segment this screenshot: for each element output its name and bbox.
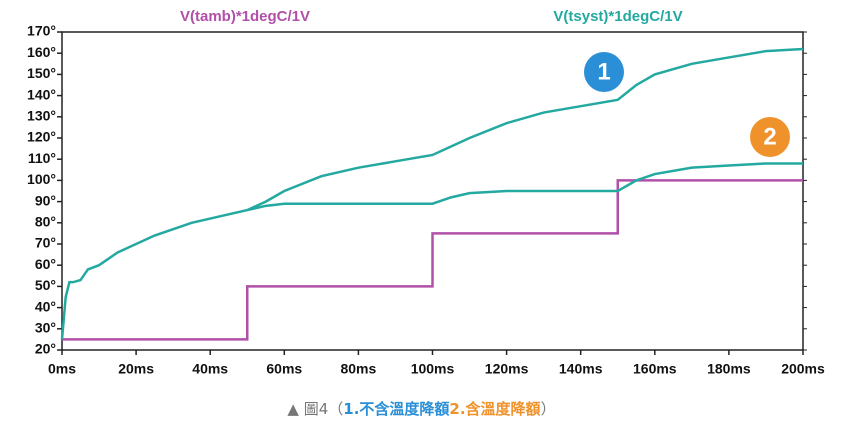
caption-item: 1.不含溫度降額: [343, 400, 450, 418]
y-tick-label: 30°: [35, 320, 56, 336]
y-tick-label: 130°: [27, 108, 56, 124]
badge-label: 1: [597, 58, 610, 85]
caption-item: 2.含溫度降額: [449, 400, 541, 418]
x-tick-label: 100ms: [411, 361, 455, 377]
x-tick-label: 200ms: [781, 361, 825, 377]
y-tick-label: 120°: [27, 129, 56, 145]
y-tick-label: 170°: [27, 23, 56, 39]
x-tick-label: 40ms: [192, 361, 228, 377]
y-tick-label: 140°: [27, 86, 56, 102]
y-tick-label: 20°: [35, 341, 56, 357]
series-line: [62, 179, 803, 341]
badge: [584, 52, 624, 92]
chart: 20° 30° 40° 50° 60° 70° 80° 90° 100° 110° 120° 130°…: [27, 8, 825, 377]
caption-prefix: ▲ 圖4（: [287, 400, 344, 418]
series-line: [60, 47, 804, 340]
caption-suffix: ）: [540, 400, 556, 418]
y-tick-label: 40°: [35, 298, 56, 314]
x-tick-label: 20ms: [118, 361, 154, 377]
y-tick-label: 90°: [35, 192, 56, 208]
legend-label: V(tamb)*1degC/1V: [180, 8, 310, 25]
series-line: [246, 162, 803, 212]
plot-frame: [61, 31, 804, 351]
y-tick-label: 100°: [27, 171, 56, 187]
x-tick-label: 180ms: [707, 361, 751, 377]
y-tick-label: 160°: [27, 44, 56, 60]
y-tick-label: 80°: [35, 214, 56, 230]
x-tick-label: 0ms: [48, 361, 76, 377]
badge-label: 2: [763, 123, 776, 150]
x-tick-label: 140ms: [559, 361, 603, 377]
caption: ▲ 圖4（1.不含溫度降額2.含溫度降額）: [0, 398, 843, 419]
x-tick-label: 60ms: [266, 361, 302, 377]
y-tick-label: 110°: [28, 150, 56, 166]
y-tick-label: 70°: [35, 235, 56, 251]
y-tick-label: 50°: [35, 277, 56, 293]
legend-label: V(tsyst)*1degC/1V: [553, 8, 682, 25]
y-tick-label: 150°: [27, 65, 56, 81]
x-tick-label: 120ms: [485, 361, 529, 377]
badge: [750, 117, 790, 157]
x-tick-label: 160ms: [633, 361, 677, 377]
y-tick-label: 60°: [35, 256, 56, 272]
x-tick-label: 80ms: [340, 361, 376, 377]
